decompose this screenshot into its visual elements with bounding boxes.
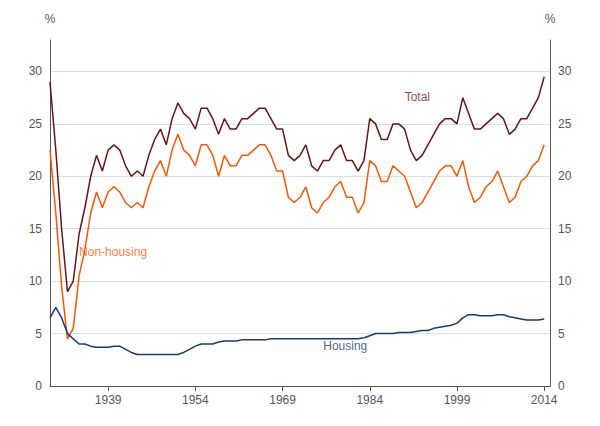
svg-text:1969: 1969 xyxy=(269,393,296,407)
svg-text:30: 30 xyxy=(558,64,572,78)
svg-text:10: 10 xyxy=(29,274,43,288)
svg-text:25: 25 xyxy=(558,117,572,131)
svg-text:1954: 1954 xyxy=(182,393,209,407)
svg-text:1999: 1999 xyxy=(444,393,471,407)
svg-text:10: 10 xyxy=(558,274,572,288)
svg-text:1939: 1939 xyxy=(95,393,122,407)
svg-text:Total: Total xyxy=(405,90,430,104)
svg-text:15: 15 xyxy=(29,222,43,236)
svg-text:%: % xyxy=(545,12,556,26)
svg-text:%: % xyxy=(45,12,56,26)
svg-text:Non-housing: Non-housing xyxy=(79,245,147,259)
svg-text:25: 25 xyxy=(29,117,43,131)
svg-text:20: 20 xyxy=(558,169,572,183)
svg-text:Housing: Housing xyxy=(323,339,367,353)
svg-text:15: 15 xyxy=(558,222,572,236)
svg-text:30: 30 xyxy=(29,64,43,78)
svg-text:5: 5 xyxy=(558,327,565,341)
svg-text:20: 20 xyxy=(29,169,43,183)
svg-text:2014: 2014 xyxy=(531,393,558,407)
svg-text:0: 0 xyxy=(558,379,565,393)
svg-text:1984: 1984 xyxy=(356,393,383,407)
svg-text:0: 0 xyxy=(35,379,42,393)
svg-text:5: 5 xyxy=(35,327,42,341)
